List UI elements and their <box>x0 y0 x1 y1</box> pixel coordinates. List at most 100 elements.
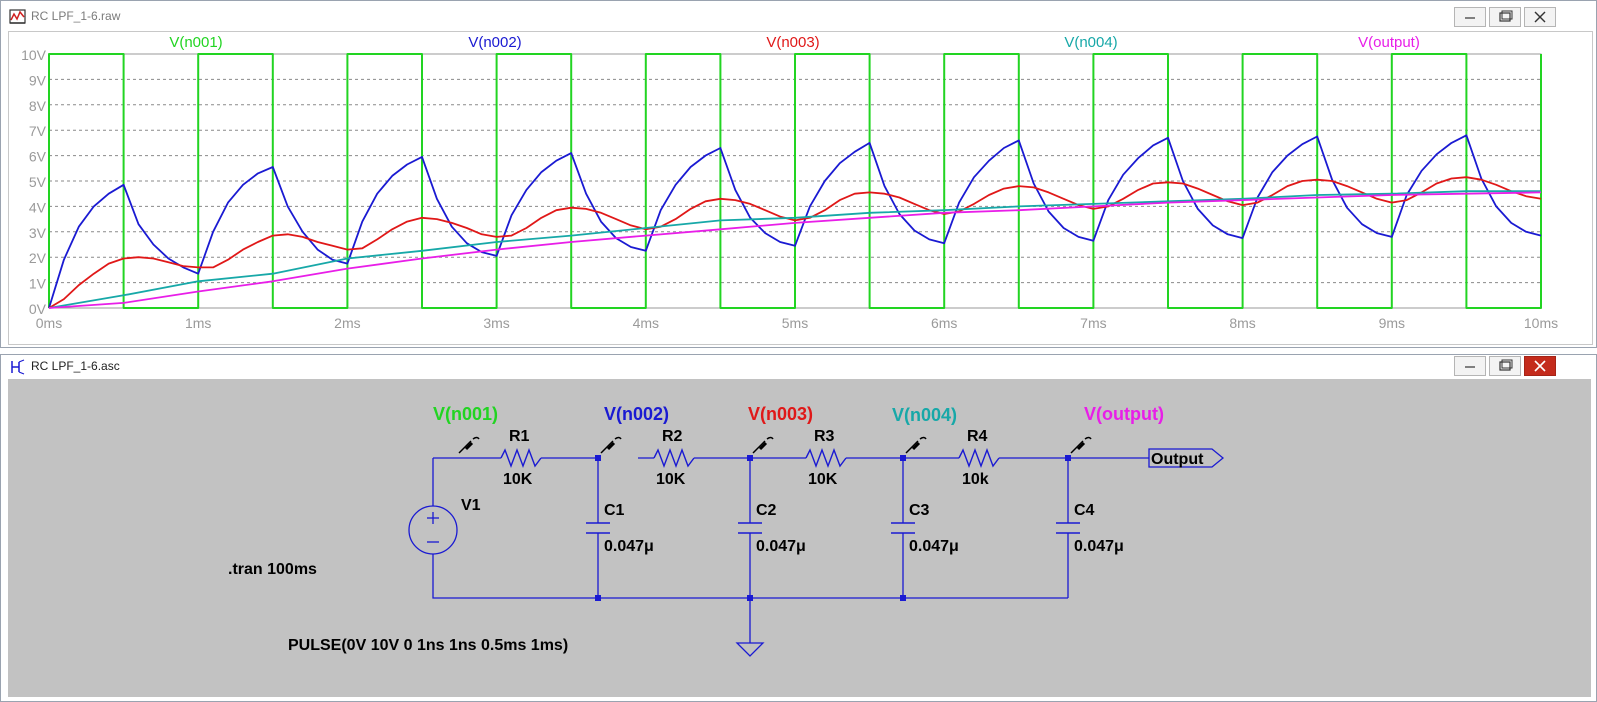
wire-top[interactable] <box>432 457 1149 506</box>
series-line-voutput[interactable] <box>48 191 1542 309</box>
x-tick-label: 6ms <box>931 315 957 331</box>
restore-button[interactable] <box>1489 356 1521 376</box>
schematic-window-title: RC LPF_1-6.asc <box>31 359 120 373</box>
waveform-plot-pane[interactable]: 0V 1V 2V 3V 4V 5V 6V 7V 8V 9V 10V 0ms 1ms 2ms 3ms 4ms 5m… <box>8 31 1593 345</box>
minimize-icon <box>1465 366 1475 368</box>
legend-label-vn003[interactable]: V(n003) <box>766 34 819 51</box>
resistor-r3-value: 10K <box>808 471 838 488</box>
schematic-app-icon <box>11 359 25 375</box>
resistors[interactable] <box>500 448 1000 468</box>
restore-button[interactable] <box>1489 7 1521 27</box>
x-tick-label: 1ms <box>185 315 211 331</box>
capacitor-c2-name: C2 <box>756 502 777 519</box>
y-tick-label: 5V <box>29 174 47 190</box>
capacitor-c3-value: 0.047μ <box>909 538 959 555</box>
close-icon <box>1534 11 1546 23</box>
probe-icon <box>600 436 622 454</box>
legend-label-voutput[interactable]: V(output) <box>1358 34 1420 51</box>
probe-icon <box>1070 436 1092 454</box>
schematic-title-bar[interactable]: RC LPF_1-6.asc <box>1 355 1596 379</box>
series-line-vn001[interactable] <box>48 53 1542 309</box>
y-tick-label: 7V <box>29 123 47 139</box>
probe-label-n003: V(n003) <box>748 404 813 424</box>
resistor-r2-symbol[interactable] <box>653 448 695 468</box>
close-icon <box>1534 360 1546 372</box>
minimize-button[interactable] <box>1454 7 1486 27</box>
x-tick-label: 3ms <box>483 315 509 331</box>
series-line-vn003[interactable] <box>48 176 1542 309</box>
y-tick-label: 1V <box>29 276 47 292</box>
close-button[interactable] <box>1524 356 1556 376</box>
waveform-window-title: RC LPF_1-6.raw <box>31 9 121 23</box>
resistor-r3-name: R3 <box>814 428 835 445</box>
probe-icons <box>458 436 1092 454</box>
restore-icon <box>1499 359 1513 371</box>
junction-dot <box>747 595 753 601</box>
x-tick-label: 0ms <box>36 315 62 331</box>
waveform-chart[interactable]: 0V 1V 2V 3V 4V 5V 6V 7V 8V 9V 10V 0ms 1ms 2ms 3ms 4ms 5m… <box>9 32 1592 344</box>
x-tick-label: 4ms <box>633 315 659 331</box>
junction-dot <box>595 595 601 601</box>
legend-label-vn002[interactable]: V(n002) <box>468 34 521 51</box>
probe-icon <box>752 436 774 454</box>
resistor-r1-value: 10K <box>503 471 533 488</box>
junctions <box>595 455 1071 601</box>
probe-label-output: V(output) <box>1084 404 1164 424</box>
resistor-r2-value: 10K <box>656 471 686 488</box>
source-v1-value: PULSE(0V 10V 0 1ns 1ns 0.5ms 1ms) <box>288 637 568 654</box>
capacitor-c1-name: C1 <box>604 502 625 519</box>
schematic-window[interactable]: RC LPF_1-6.asc <box>0 354 1597 702</box>
voltage-source-v1-symbol[interactable] <box>408 505 458 555</box>
capacitor-c4-symbol[interactable] <box>1056 522 1080 534</box>
y-tick-label: 2V <box>29 250 47 266</box>
capacitor-c3-symbol[interactable] <box>891 522 915 534</box>
x-tick-label: 2ms <box>334 315 360 331</box>
y-tick-label: 6V <box>29 149 47 165</box>
resistor-r4-name: R4 <box>967 428 988 445</box>
capacitors[interactable] <box>586 522 1080 534</box>
x-tick-label: 7ms <box>1080 315 1106 331</box>
wires[interactable] <box>432 457 1149 643</box>
x-tick-label: 10ms <box>1524 315 1558 331</box>
x-tick-label: 9ms <box>1379 315 1405 331</box>
minimize-button[interactable] <box>1454 356 1486 376</box>
restore-icon <box>1499 10 1513 22</box>
x-tick-label: 5ms <box>782 315 808 331</box>
resistor-r3-symbol[interactable] <box>805 448 847 468</box>
resistor-r4-value: 10k <box>962 471 989 488</box>
x-tick-label: 8ms <box>1229 315 1255 331</box>
probe-icon <box>905 436 927 454</box>
capacitor-c2-symbol[interactable] <box>738 522 762 534</box>
capacitor-c4-name: C4 <box>1074 502 1095 519</box>
schematic-drawing[interactable]: Output V(n001) V(n002) V(n003) V(n004) V… <box>8 379 1591 697</box>
schematic-canvas[interactable]: Output V(n001) V(n002) V(n003) V(n004) V… <box>8 379 1591 697</box>
series-line-vn002[interactable] <box>48 134 1542 309</box>
capacitor-c3-name: C3 <box>909 502 930 519</box>
probe-label-n002: V(n002) <box>604 404 669 424</box>
wire-bottom[interactable] <box>432 554 1068 599</box>
probe-label-n004: V(n004) <box>892 405 957 425</box>
y-tick-label: 3V <box>29 225 47 241</box>
y-tick-label: 8V <box>29 98 47 114</box>
y-tick-label: 4V <box>29 199 47 215</box>
legend-label-vn004[interactable]: V(n004) <box>1064 34 1117 51</box>
legend-label-vn001[interactable]: V(n001) <box>169 34 222 51</box>
y-tick-label: 9V <box>29 72 47 88</box>
ground-symbol[interactable] <box>735 642 765 657</box>
capacitor-c1-value: 0.047μ <box>604 538 654 555</box>
minimize-icon <box>1465 17 1475 19</box>
probe-label-n001: V(n001) <box>433 404 498 424</box>
capacitor-c1-symbol[interactable] <box>586 522 610 534</box>
waveform-title-bar[interactable]: RC LPF_1-6.raw <box>1 1 1596 33</box>
resistor-r4-symbol[interactable] <box>958 448 1000 468</box>
series-line-vn004[interactable] <box>48 190 1541 309</box>
waveform-window[interactable]: RC LPF_1-6.raw 0V 1V 2V 3V 4V 5V 6V 7V 8V 9V 10V 0m… <box>0 0 1597 348</box>
junction-dot <box>595 455 601 461</box>
tran-directive[interactable]: .tran 100ms <box>228 561 317 578</box>
probe-icon <box>458 436 480 454</box>
capacitor-c4-value: 0.047μ <box>1074 538 1124 555</box>
output-port[interactable]: Output <box>1148 448 1225 468</box>
source-v1-name: V1 <box>461 497 481 514</box>
close-button[interactable] <box>1524 7 1556 27</box>
resistor-r1-symbol[interactable] <box>500 448 542 468</box>
